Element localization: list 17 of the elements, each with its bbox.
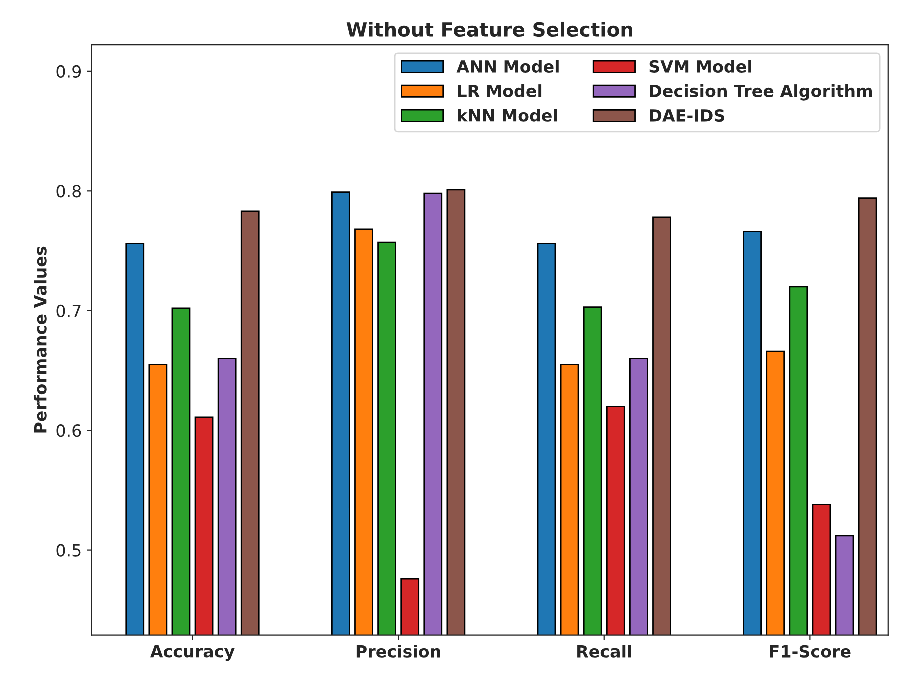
legend-label: DAE-IDS (650, 109, 724, 122)
x-tick-label: Recall (578, 645, 632, 658)
y-tick-label: 0.6 (56, 424, 82, 438)
y-axis-title: Performance Values (34, 246, 47, 433)
y-tick-label: 0.9 (56, 65, 82, 78)
chart-title: Without Feature Selection (346, 22, 632, 38)
legend-label: SVM Model (650, 60, 752, 73)
x-tick-label: Accuracy (150, 645, 235, 662)
y-tick-label: 0.5 (56, 544, 81, 557)
legend-label: LR Model (458, 84, 542, 98)
x-tick-label: F1-Score (770, 645, 851, 658)
legend-label: kNN Model (458, 109, 558, 122)
legend-label: Decision Tree Algorithm (650, 84, 872, 101)
y-tick-label: 0.7 (56, 304, 81, 318)
y-tick-label: 0.8 (56, 185, 82, 198)
legend-label: ANN Model (456, 60, 559, 73)
x-tick-label: Precision (356, 645, 440, 658)
